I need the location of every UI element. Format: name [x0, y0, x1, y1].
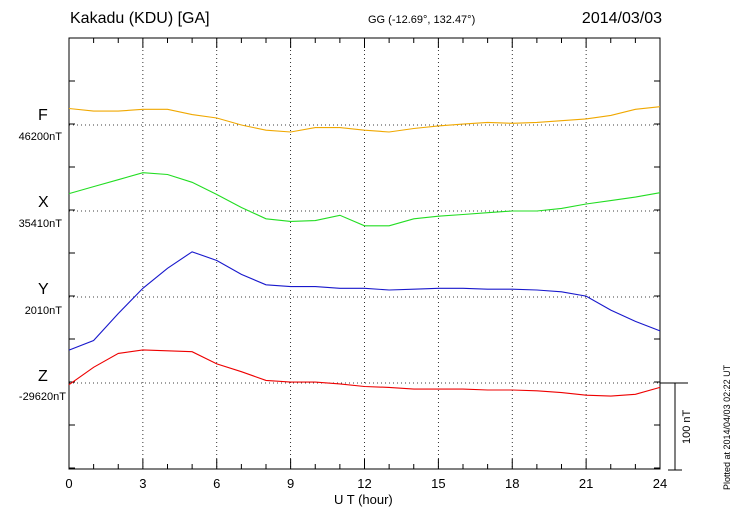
scale-bar-label: 100 nT [681, 409, 693, 444]
x-tick-label: 0 [65, 476, 72, 491]
x-tick-label: 3 [139, 476, 146, 491]
x-tick-label: 9 [287, 476, 294, 491]
series-line-y [68, 251, 661, 351]
x-tick-label: 15 [431, 476, 445, 491]
series-label-x: X [38, 194, 49, 211]
geographic-coords: GG (-12.69°, 132.47°) [368, 14, 476, 26]
series-label-z: Z [38, 368, 48, 385]
series-line-x [68, 172, 661, 227]
series-label-y: Y [38, 281, 49, 298]
x-tick-label: 24 [653, 476, 667, 491]
baseline-label-x: 35410nT [18, 218, 62, 230]
x-tick-label: 6 [213, 476, 220, 491]
baseline-label-z: -29620nT [18, 391, 66, 403]
series-label-f: F [38, 107, 48, 124]
series-line-f [68, 106, 661, 133]
x-tick-label: 12 [357, 476, 371, 491]
series-line-z [68, 349, 661, 397]
baseline-label-f: 46200nT [18, 131, 62, 143]
baseline-label-y: 2010nT [24, 305, 62, 317]
plotted-timestamp: Plotted at 2014/04/03 02:22 UT [722, 364, 730, 490]
station-title: Kakadu (KDU) [GA] [70, 10, 210, 27]
plot-date: 2014/03/03 [581, 10, 662, 27]
x-tick-label: 18 [505, 476, 519, 491]
x-tick-label: 21 [579, 476, 593, 491]
x-axis-title: U T (hour) [334, 492, 393, 507]
